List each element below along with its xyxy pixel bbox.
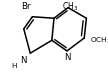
Text: H: H: [11, 63, 17, 69]
Text: CH$_3$: CH$_3$: [62, 1, 78, 13]
Text: OCH$_3$: OCH$_3$: [90, 36, 108, 46]
Text: N: N: [64, 53, 70, 62]
Text: Br: Br: [21, 2, 31, 11]
Text: N: N: [21, 56, 27, 65]
